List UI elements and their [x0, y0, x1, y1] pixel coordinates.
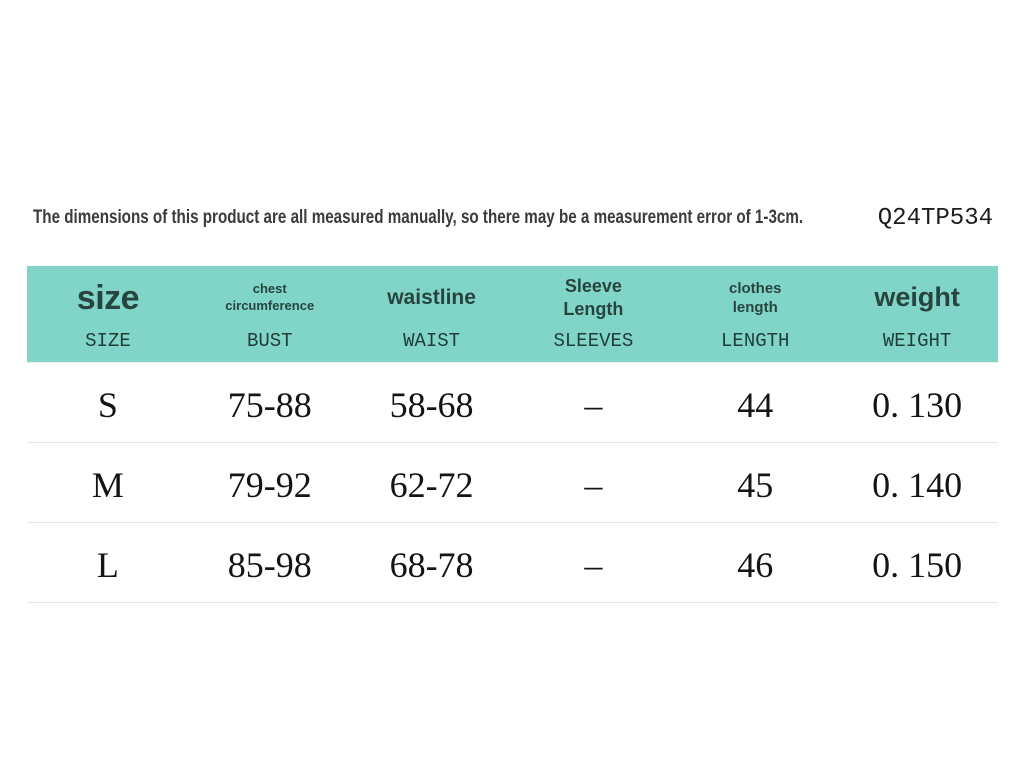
table-cell-bust: 85-98	[227, 545, 312, 585]
table-row-m: M 79-92 62-72 – 45 0. 140	[27, 443, 998, 523]
column-label-primary: size	[76, 278, 140, 317]
table-cell-bust: 79-92	[227, 465, 312, 505]
header-cell-bust: chest circumference BUST	[189, 266, 351, 362]
table-cell-weight: 0. 130	[872, 385, 963, 425]
header-cell-length: clothes length LENGTH	[674, 266, 836, 362]
table-cell-size: M	[91, 465, 124, 505]
column-label-secondary: SLEEVES	[553, 330, 634, 352]
column-label-primary: Sleeve Length	[563, 275, 624, 319]
column-label-primary: chest circumference	[225, 281, 315, 313]
table-cell-waist: 58-68	[389, 385, 474, 425]
table-cell-waist: 62-72	[389, 465, 474, 505]
table-cell-length: 45	[737, 465, 774, 505]
table-cell-size: S	[97, 385, 118, 425]
column-label-primary: waistline	[387, 286, 476, 310]
table-cell-waist: 68-78	[389, 545, 474, 585]
table-cell-bust: 75-88	[227, 385, 312, 425]
header-cell-size: size SIZE	[27, 266, 189, 362]
table-cell-length: 44	[737, 385, 774, 425]
table-cell-sleeves: –	[584, 465, 603, 505]
header-cell-waist: waistline WAIST	[351, 266, 513, 362]
table-cell-sleeves: –	[584, 385, 603, 425]
column-label-secondary: WAIST	[403, 330, 461, 352]
column-label-secondary: LENGTH	[721, 330, 790, 352]
size-chart-table: size SIZE chest circumference BUST waist…	[27, 266, 998, 603]
table-row-l: L 85-98 68-78 – 46 0. 150	[27, 523, 998, 603]
table-row-s: S 75-88 58-68 – 44 0. 130	[27, 363, 998, 443]
table-header-row: size SIZE chest circumference BUST waist…	[27, 266, 998, 362]
table-cell-weight: 0. 140	[872, 465, 963, 505]
product-code: Q24TP534	[877, 205, 993, 232]
column-label-secondary: WEIGHT	[882, 330, 952, 352]
column-label-primary: weight	[874, 282, 960, 313]
table-cell-sleeves: –	[584, 545, 603, 585]
column-label-secondary: SIZE	[85, 330, 131, 352]
header-cell-sleeves: Sleeve Length SLEEVES	[512, 266, 674, 362]
header-cell-weight: weight WEIGHT	[836, 266, 998, 362]
column-label-primary: clothes length	[728, 279, 782, 317]
column-label-secondary: BUST	[246, 330, 293, 352]
table-body: S 75-88 58-68 – 44 0. 130 M 79-92 62-72 …	[27, 362, 998, 603]
table-cell-size: L	[96, 545, 119, 585]
table-cell-weight: 0. 150	[872, 545, 963, 585]
measurement-disclaimer: The dimensions of this product are all m…	[33, 207, 804, 228]
table-cell-length: 46	[737, 545, 774, 585]
